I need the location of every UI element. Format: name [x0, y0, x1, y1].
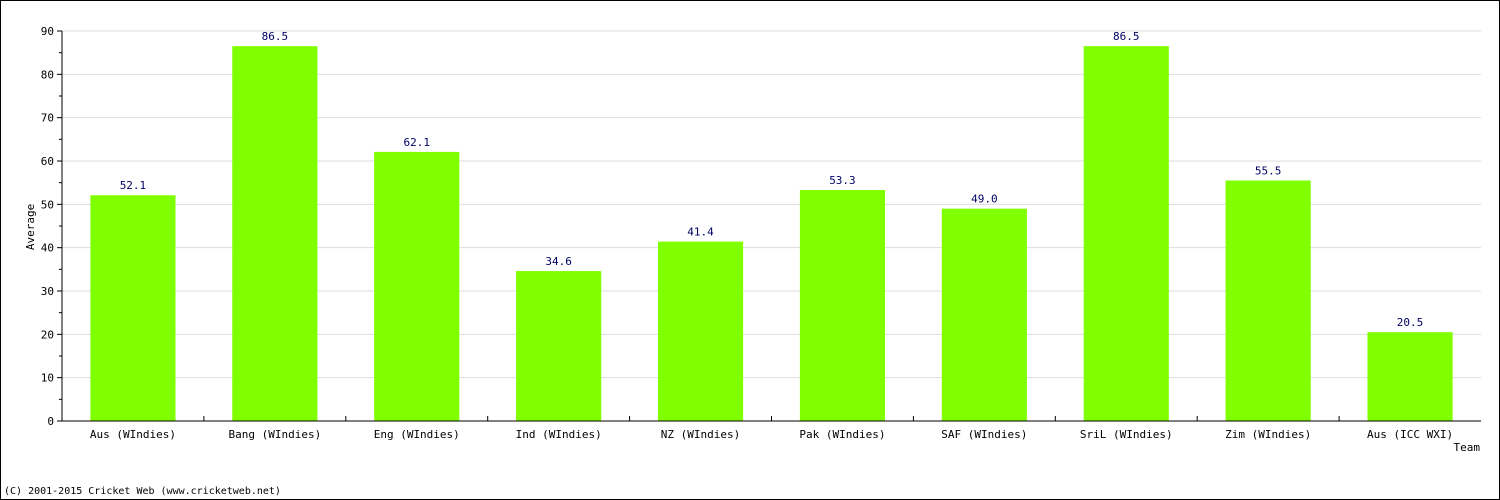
y-tick-label: 80 — [41, 68, 54, 81]
y-tick-label: 50 — [41, 198, 54, 211]
bar — [1225, 180, 1311, 421]
x-axis-ticks: Aus (WIndies) Bang (WIndies) Eng (WIndies)… — [90, 416, 1453, 441]
x-tick-label: Zim (WIndies) — [1225, 428, 1311, 441]
x-tick-label: Ind (WIndies) — [516, 428, 602, 441]
bar-value-label: 49.0 — [971, 193, 998, 206]
x-axis-title: Team — [1454, 441, 1481, 454]
bar-value-label: 41.4 — [687, 226, 714, 239]
bar — [516, 271, 602, 421]
y-tick-label: 40 — [41, 242, 54, 255]
bar — [941, 208, 1027, 421]
y-tick-label: 0 — [47, 415, 54, 428]
y-axis-ticks: 0 10 20 30 40 50 60 70 80 90 — [41, 25, 62, 428]
bar — [657, 241, 744, 421]
y-tick-label: 10 — [41, 372, 54, 385]
y-tick-label: 90 — [41, 25, 54, 38]
bar — [90, 195, 176, 421]
x-tick-label: SAF (WIndies) — [941, 428, 1027, 441]
bar-value-label: 86.5 — [262, 30, 289, 43]
x-tick-label: Aus (ICC WXI) — [1367, 428, 1453, 441]
bar — [232, 46, 318, 422]
bar — [1367, 332, 1453, 421]
x-tick-label: Eng (WIndies) — [374, 428, 460, 441]
y-tick-label: 30 — [41, 285, 54, 298]
x-tick-label: NZ (WIndies) — [661, 428, 740, 441]
y-axis-title: Average — [24, 204, 37, 250]
bar-value-label: 86.5 — [1113, 30, 1140, 43]
copyright-footer: (C) 2001-2015 Cricket Web (www.cricketwe… — [4, 486, 281, 497]
bar — [1083, 46, 1169, 422]
y-tick-label: 20 — [41, 328, 54, 341]
x-tick-label: Bang (WIndies) — [228, 428, 321, 441]
bar-value-label: 55.5 — [1255, 165, 1282, 178]
x-tick-label: Aus (WIndies) — [90, 428, 176, 441]
x-tick-label: SriL (WIndies) — [1080, 428, 1173, 441]
bars: 52.1 86.5 62.1 34.6 41.4 53.3 49.0 86.5 55.5 20.5 — [90, 30, 1453, 422]
bar-value-label: 34.6 — [545, 255, 572, 268]
bar — [799, 190, 886, 421]
bar — [374, 151, 460, 421]
bar-value-label: 53.3 — [829, 174, 856, 187]
x-tick-label: Pak (WIndies) — [799, 428, 885, 441]
bar-value-label: 20.5 — [1397, 316, 1424, 329]
y-tick-label: 60 — [41, 155, 54, 168]
bar-value-label: 52.1 — [120, 179, 147, 192]
y-tick-label: 70 — [41, 112, 54, 125]
bar-value-label: 62.1 — [404, 136, 431, 149]
